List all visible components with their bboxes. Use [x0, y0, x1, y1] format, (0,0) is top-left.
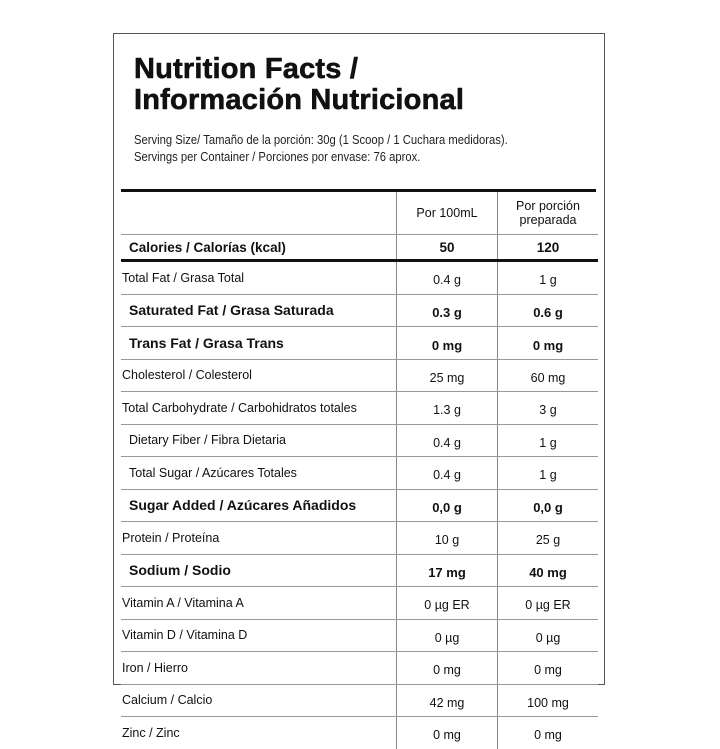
table-row: Iron / Hierro 0 mg 0 mg [121, 651, 598, 685]
table-row: Total Carbohydrate / Carbohidratos total… [121, 391, 598, 425]
value-per-100ml: 0.4 g [396, 456, 498, 490]
nutrient-label: Cholesterol / Colesterol [121, 359, 397, 392]
value-per-100ml: 0.4 g [396, 424, 498, 457]
value-per-100ml: 0 mg [396, 716, 498, 749]
value-per-100ml: 0.3 g [396, 294, 498, 327]
value-per-100ml: 50 [396, 234, 498, 262]
value-per-100ml: 42 mg [396, 684, 498, 717]
nutrient-label: Vitamin D / Vitamina D [121, 619, 397, 652]
value-per-100ml: 25 mg [396, 359, 498, 392]
nutrient-label: Calories / Calorías (kcal) [121, 234, 397, 262]
table-row: Saturated Fat / Grasa Saturada 0.3 g 0.6 g [121, 294, 598, 327]
servings-per-container: Servings per Container / Porciones por e… [134, 150, 421, 164]
serving-size: Serving Size/ Tamaño de la porción: 30g … [134, 133, 508, 147]
nutrient-label: Vitamin A / Vitamina A [121, 586, 397, 620]
value-per-serving: 0 µg ER [497, 586, 598, 620]
value-per-serving: 0.6 g [497, 294, 598, 327]
value-per-serving: 0 mg [497, 716, 598, 749]
value-per-serving: 100 mg [497, 684, 598, 717]
value-per-100ml: 0 mg [396, 326, 498, 360]
table-row: Sugar Added / Azúcares Añadidos 0,0 g 0,0 … [121, 489, 598, 522]
value-per-100ml: 0 µg ER [396, 586, 498, 620]
header-blank [121, 192, 397, 235]
value-per-100ml: 0,0 g [396, 489, 498, 522]
nutrient-label: Saturated Fat / Grasa Saturada [121, 294, 397, 327]
nutrient-label: Calcium / Calcio [121, 684, 397, 717]
nutrient-label: Sugar Added / Azúcares Añadidos [121, 489, 397, 522]
nutrient-label: Trans Fat / Grasa Trans [121, 326, 397, 360]
value-per-100ml: 0.4 g [396, 260, 498, 295]
value-per-100ml: 10 g [396, 521, 498, 555]
table-row: Protein / Proteína 10 g 25 g [121, 521, 598, 555]
nutrition-label: Nutrition Facts / Información Nutriciona… [113, 33, 605, 749]
value-per-serving: 1 g [497, 260, 598, 295]
nutrient-label: Iron / Hierro [121, 651, 397, 685]
label-title: Nutrition Facts / Información Nutriciona… [134, 53, 465, 116]
nutrient-label: Total Sugar / Azúcares Totales [121, 456, 397, 490]
value-per-serving: 1 g [497, 424, 598, 457]
value-per-serving: 40 mg [497, 554, 598, 587]
value-per-serving: 0 µg [497, 619, 598, 652]
value-per-100ml: 0 µg [396, 619, 498, 652]
value-per-serving: 120 [497, 234, 598, 262]
calories-row: Calories / Calorías (kcal) 50 120 [121, 234, 598, 262]
title-line-es: Información Nutricional [134, 84, 465, 116]
value-per-serving: 3 g [497, 391, 598, 425]
value-per-100ml: 0 mg [396, 651, 498, 685]
value-per-serving: 1 g [497, 456, 598, 490]
value-per-serving: 0 mg [497, 326, 598, 360]
value-per-100ml: 1.3 g [396, 391, 498, 425]
column-header: Por 100mL [396, 192, 498, 235]
header-row: Por 100mL Por porción preparada [121, 192, 598, 235]
table-row: Trans Fat / Grasa Trans 0 mg 0 mg [121, 326, 598, 360]
nutrient-label: Total Carbohydrate / Carbohidratos total… [121, 391, 397, 425]
table-row: Cholesterol / Colesterol 25 mg 60 mg [121, 359, 598, 392]
table-row: Zinc / Zinc 0 mg 0 mg [121, 716, 598, 749]
nutrient-label: Zinc / Zinc [122, 725, 180, 740]
value-per-serving: 0,0 g [497, 489, 598, 522]
value-per-100ml: 17 mg [396, 554, 498, 587]
value-per-serving: 25 g [497, 521, 598, 555]
divider [121, 189, 596, 192]
title-line-en: Nutrition Facts / [134, 53, 359, 85]
table-row: Sodium / Sodio 17 mg 40 mg [121, 554, 598, 587]
table-row: Calcium / Calcio 42 mg 100 mg [121, 684, 598, 717]
nutrient-label: Total Fat / Grasa Total [121, 260, 397, 295]
value-per-serving: 0 mg [497, 651, 598, 685]
column-header: Por porción preparada [497, 192, 598, 235]
serving-info: Serving Size/ Tamaño de la porción: 30g … [134, 132, 508, 166]
value-per-serving: 60 mg [497, 359, 598, 392]
nutrient-label: Sodium / Sodio [121, 554, 397, 587]
nutrient-label: Protein / Proteína [121, 521, 397, 555]
nutrient-table: Por 100mL Por porción preparada Calories… [121, 192, 598, 749]
nutrient-label: Dietary Fiber / Fibra Dietaria [121, 424, 397, 457]
